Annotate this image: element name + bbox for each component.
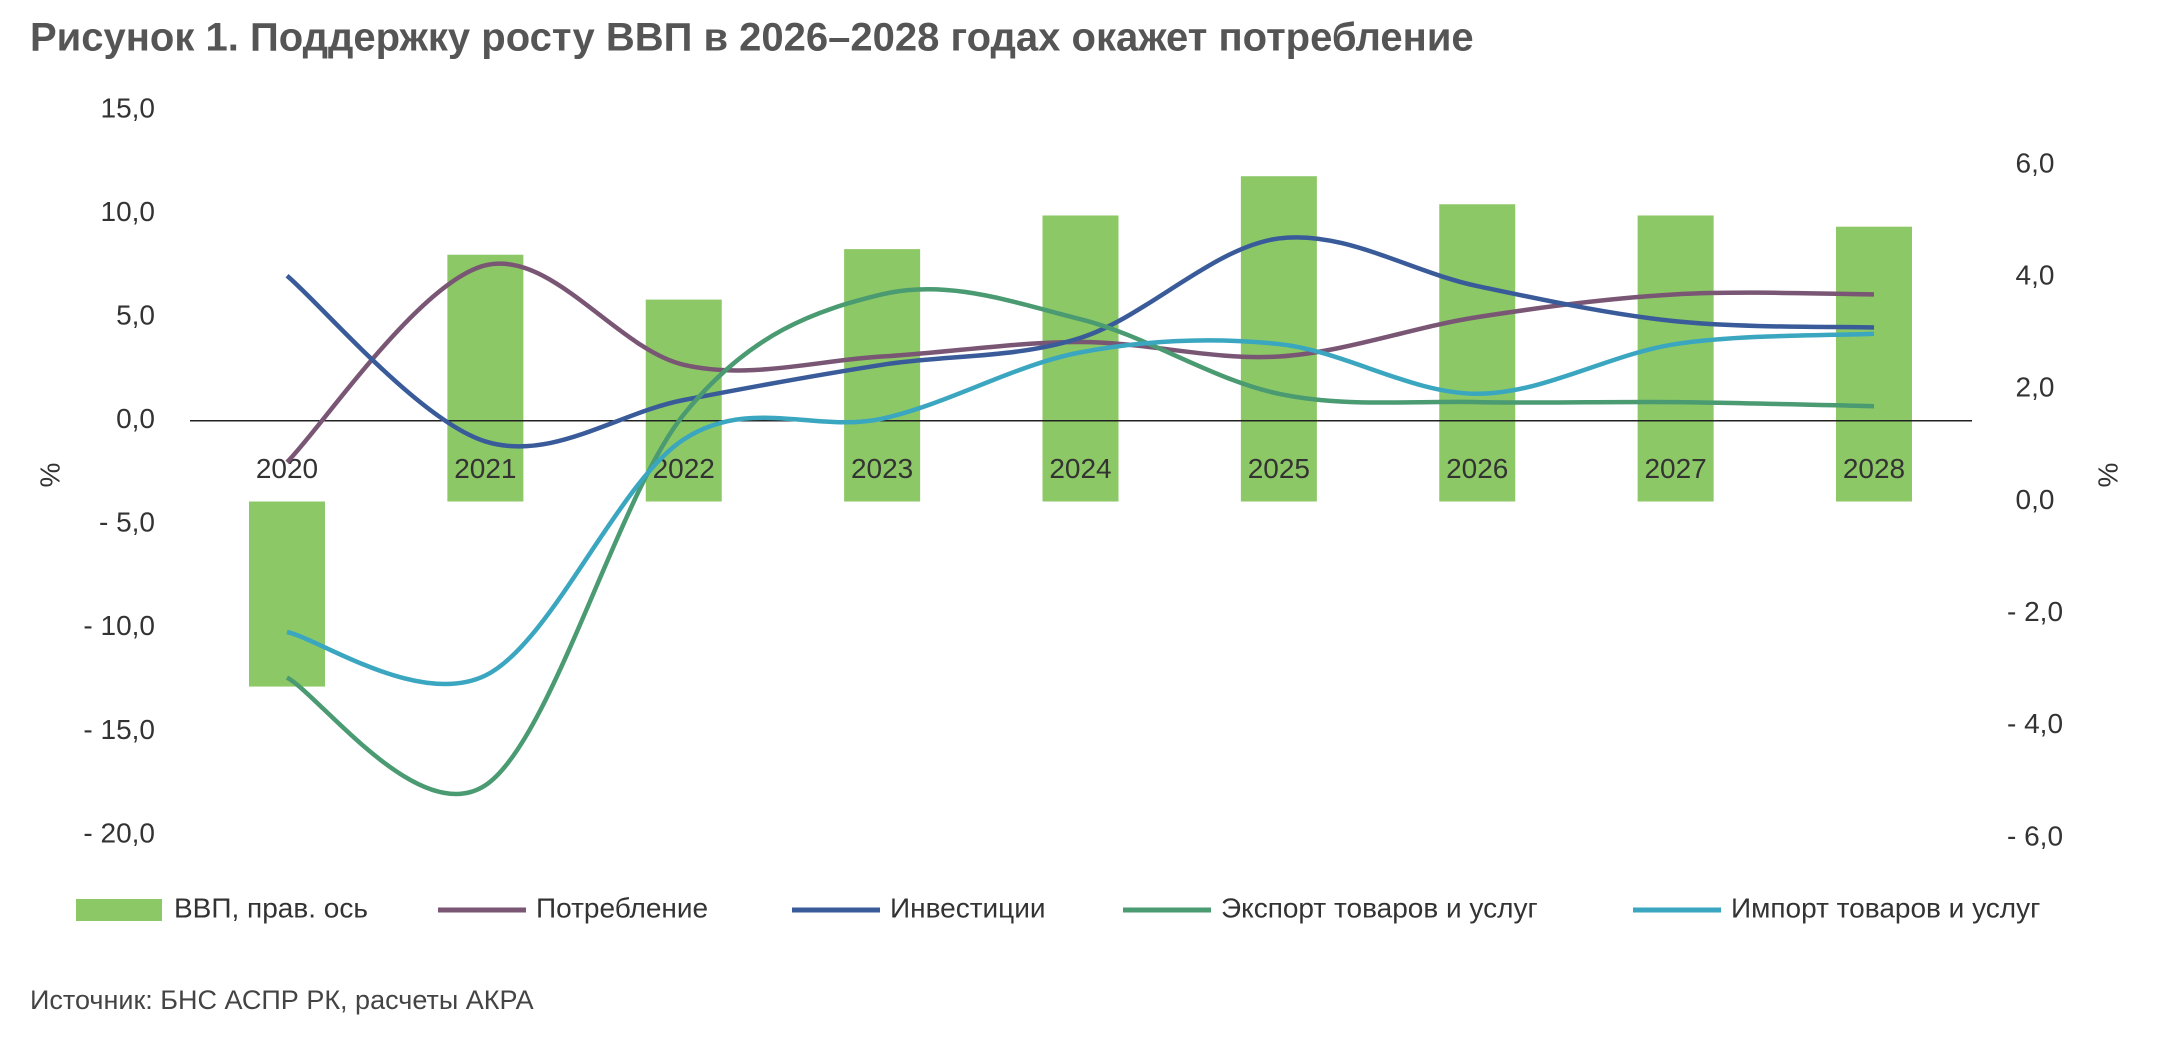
bar: [1836, 226, 1912, 502]
y2-tick-label: 0,0: [2016, 484, 2055, 515]
y-tick-label: - 5,0: [99, 507, 155, 538]
y-tick-label: 5,0: [116, 300, 155, 331]
line: [285, 287, 1875, 797]
y2-axis-label: %: [2092, 463, 2123, 488]
source: Источник: БНС АСПР РК, расчеты АКРА: [30, 985, 534, 1015]
legend-label: Инвестиции: [890, 892, 1046, 923]
x-tick-label: 2024: [1049, 453, 1111, 484]
x-tick-label: 2026: [1446, 453, 1508, 484]
bar: [447, 254, 524, 502]
legend-label: Импорт товаров и услуг: [1731, 892, 2040, 923]
x-tick-label: 2028: [1843, 453, 1905, 484]
y-tick-label: - 20,0: [83, 817, 155, 848]
line: [286, 331, 1875, 687]
bar: [1637, 215, 1714, 502]
legend-swatch: [76, 899, 162, 921]
bar: [1439, 204, 1516, 502]
x-tick-label: 2020: [256, 453, 318, 484]
y2-tick-label: 4,0: [2016, 260, 2055, 291]
y2-tick-label: - 6,0: [2007, 820, 2063, 851]
y-axis-label: %: [34, 463, 65, 488]
legend-label: Экспорт товаров и услуг: [1221, 892, 1538, 923]
y-tick-label: 10,0: [101, 196, 156, 227]
y2-tick-label: - 4,0: [2007, 708, 2063, 739]
x-tick-label: 2027: [1644, 453, 1706, 484]
y-tick-label: - 15,0: [83, 714, 155, 745]
y2-tick-label: - 2,0: [2007, 596, 2063, 627]
y2-tick-label: 6,0: [2016, 147, 2055, 178]
x-tick-label: 2025: [1248, 453, 1310, 484]
x-tick-label: 2023: [851, 453, 913, 484]
legend-label: ВВП, прав. ось: [174, 892, 368, 923]
line: [285, 235, 1875, 449]
y-tick-label: - 10,0: [83, 610, 155, 641]
x-tick-label: 2021: [454, 453, 516, 484]
y-tick-label: 0,0: [116, 403, 155, 434]
y2-tick-label: 2,0: [2016, 372, 2055, 403]
bar: [1240, 176, 1317, 502]
chart-title: Рисунок 1. Поддержку росту ВВП в 2026–20…: [30, 16, 1474, 60]
y-tick-label: 15,0: [101, 92, 156, 123]
legend-label: Потребление: [536, 892, 708, 923]
bar: [249, 501, 325, 687]
